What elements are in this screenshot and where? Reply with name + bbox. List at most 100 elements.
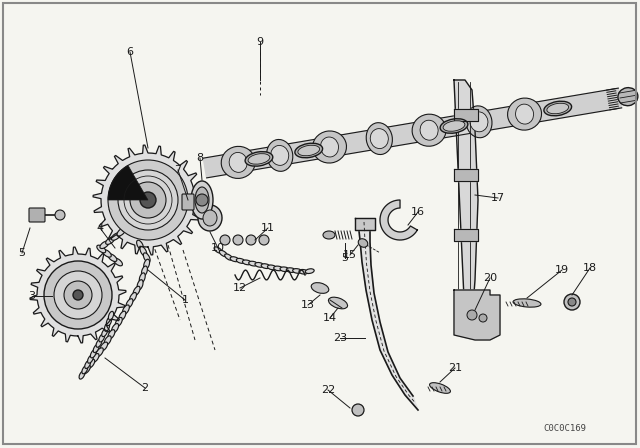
- Polygon shape: [93, 145, 203, 255]
- Ellipse shape: [243, 260, 252, 265]
- Ellipse shape: [358, 239, 368, 247]
- Polygon shape: [358, 222, 418, 410]
- Ellipse shape: [115, 317, 122, 327]
- Ellipse shape: [79, 371, 85, 379]
- Ellipse shape: [508, 98, 541, 130]
- Ellipse shape: [108, 254, 117, 262]
- Ellipse shape: [298, 145, 319, 156]
- Ellipse shape: [111, 323, 118, 333]
- Ellipse shape: [366, 123, 392, 155]
- Text: C0C0C169: C0C0C169: [543, 423, 586, 432]
- Ellipse shape: [429, 383, 451, 393]
- Text: 7: 7: [175, 165, 182, 175]
- Text: 9: 9: [257, 37, 264, 47]
- Circle shape: [118, 170, 178, 230]
- Polygon shape: [355, 218, 375, 230]
- Text: 16: 16: [411, 207, 425, 217]
- Circle shape: [467, 310, 477, 320]
- Ellipse shape: [312, 131, 346, 163]
- Ellipse shape: [119, 311, 126, 321]
- Ellipse shape: [137, 280, 143, 290]
- Ellipse shape: [261, 264, 270, 268]
- Ellipse shape: [140, 273, 145, 283]
- Ellipse shape: [191, 181, 213, 219]
- Circle shape: [196, 194, 208, 206]
- Text: 18: 18: [583, 263, 597, 273]
- Text: 12: 12: [233, 283, 247, 293]
- Ellipse shape: [214, 247, 222, 253]
- Text: 23: 23: [333, 333, 347, 343]
- Circle shape: [54, 271, 102, 319]
- Ellipse shape: [122, 305, 129, 314]
- Circle shape: [130, 182, 166, 218]
- Ellipse shape: [299, 270, 308, 274]
- Ellipse shape: [143, 259, 150, 269]
- Ellipse shape: [102, 328, 108, 336]
- Ellipse shape: [229, 152, 247, 172]
- Polygon shape: [380, 200, 417, 240]
- Ellipse shape: [280, 267, 289, 271]
- Polygon shape: [454, 109, 478, 121]
- FancyBboxPatch shape: [29, 208, 45, 222]
- Ellipse shape: [115, 211, 125, 219]
- Ellipse shape: [305, 269, 314, 273]
- Ellipse shape: [140, 246, 147, 256]
- Ellipse shape: [93, 345, 99, 353]
- Polygon shape: [454, 80, 478, 320]
- Ellipse shape: [100, 241, 109, 249]
- Polygon shape: [454, 169, 478, 181]
- Text: 21: 21: [448, 363, 462, 373]
- Ellipse shape: [198, 205, 222, 231]
- Ellipse shape: [96, 339, 102, 347]
- Ellipse shape: [513, 299, 541, 307]
- Ellipse shape: [292, 269, 301, 273]
- Ellipse shape: [271, 146, 289, 165]
- Ellipse shape: [412, 114, 446, 146]
- Ellipse shape: [420, 120, 438, 140]
- Text: 1: 1: [182, 295, 189, 305]
- Ellipse shape: [104, 336, 111, 345]
- Ellipse shape: [88, 355, 93, 363]
- Ellipse shape: [102, 250, 111, 257]
- Polygon shape: [30, 247, 126, 343]
- Ellipse shape: [87, 359, 95, 368]
- Ellipse shape: [321, 137, 339, 157]
- Ellipse shape: [547, 103, 568, 114]
- Circle shape: [64, 281, 92, 309]
- Ellipse shape: [245, 151, 273, 166]
- Ellipse shape: [108, 330, 115, 339]
- Ellipse shape: [109, 208, 119, 215]
- Ellipse shape: [111, 233, 120, 240]
- Ellipse shape: [230, 257, 239, 262]
- Circle shape: [564, 294, 580, 310]
- Text: 11: 11: [261, 223, 275, 233]
- Ellipse shape: [82, 366, 88, 374]
- Text: 5: 5: [342, 253, 349, 263]
- Text: 2: 2: [141, 383, 148, 393]
- Circle shape: [259, 235, 269, 245]
- Ellipse shape: [470, 112, 488, 132]
- Text: 14: 14: [323, 313, 337, 323]
- Circle shape: [352, 404, 364, 416]
- Circle shape: [246, 235, 256, 245]
- Ellipse shape: [274, 266, 283, 271]
- Text: 4: 4: [97, 223, 104, 233]
- Ellipse shape: [104, 323, 109, 332]
- Circle shape: [220, 235, 230, 245]
- Text: 6: 6: [127, 47, 134, 57]
- Circle shape: [568, 298, 576, 306]
- Text: 10: 10: [211, 243, 225, 253]
- Ellipse shape: [106, 237, 115, 245]
- Wedge shape: [108, 165, 148, 200]
- Circle shape: [140, 192, 156, 208]
- Text: 19: 19: [555, 265, 569, 275]
- Text: 22: 22: [321, 385, 335, 395]
- Ellipse shape: [295, 143, 323, 158]
- Ellipse shape: [108, 311, 114, 320]
- Circle shape: [233, 235, 243, 245]
- Ellipse shape: [122, 215, 131, 222]
- Circle shape: [108, 160, 188, 240]
- Circle shape: [479, 314, 487, 322]
- Ellipse shape: [544, 101, 572, 116]
- Ellipse shape: [129, 293, 136, 302]
